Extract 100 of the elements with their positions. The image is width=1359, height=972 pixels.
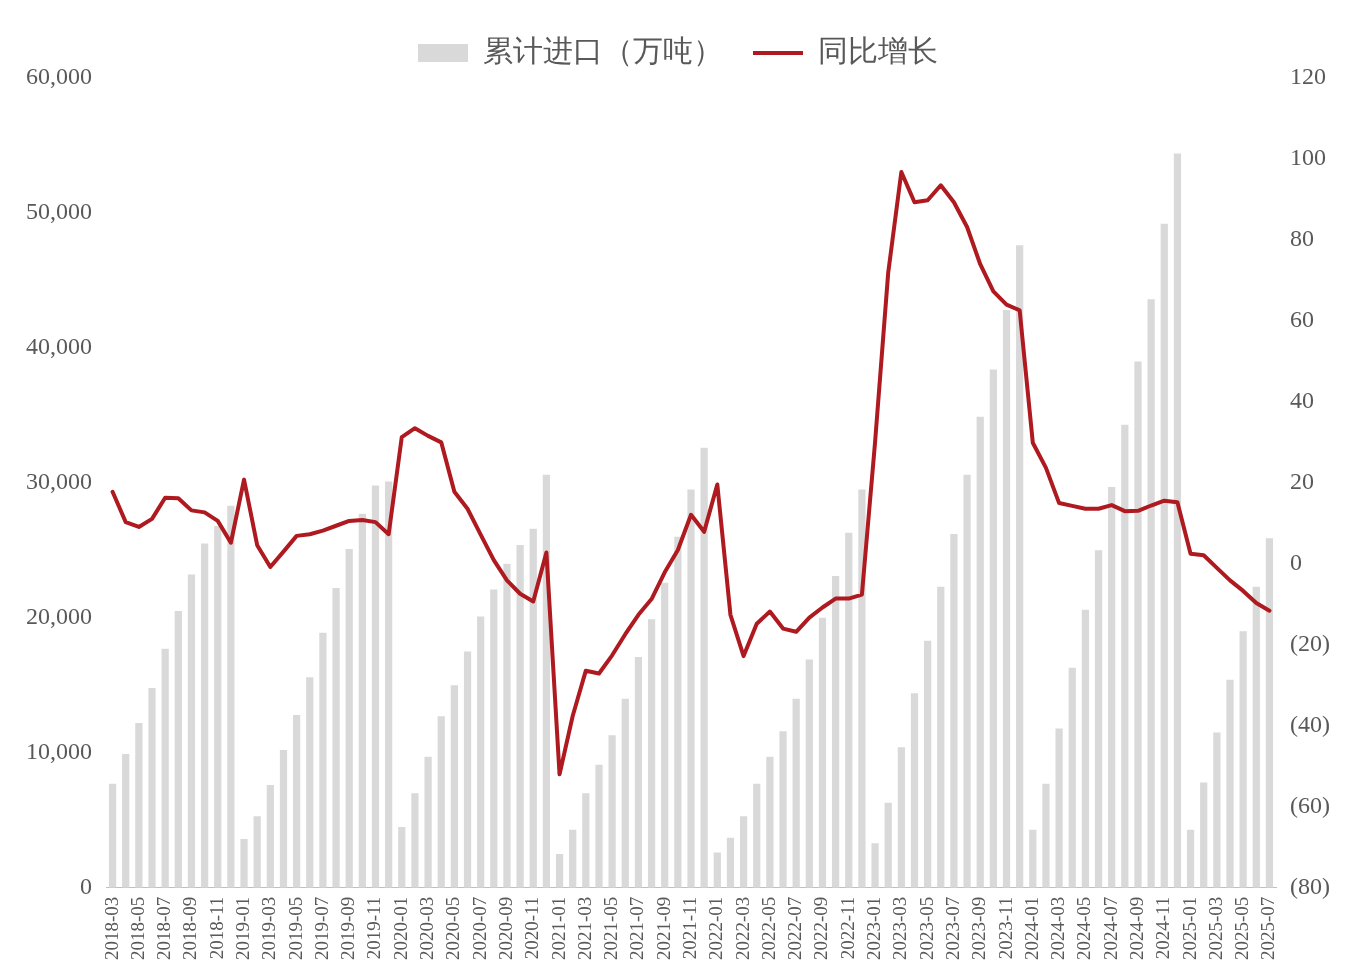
bar: [1147, 299, 1155, 888]
x-tick-label: 2022-09: [810, 896, 832, 960]
x-tick-label: 2023-01: [863, 896, 885, 960]
y2-tick-label: 120: [1290, 63, 1327, 90]
x-tick-label: 2020-11: [521, 896, 543, 960]
bar: [1252, 586, 1260, 888]
x-tick-label: 2025-01: [1178, 896, 1200, 960]
bar: [858, 489, 866, 888]
bar: [1121, 424, 1129, 888]
y2-tick-label: 40: [1290, 387, 1315, 414]
bar: [477, 616, 485, 888]
x-tick-label: 2025-03: [1204, 896, 1226, 960]
x-tick-label: 2024-05: [1073, 896, 1095, 960]
x-tick-label: 2024-03: [1047, 896, 1069, 960]
bar: [187, 574, 196, 888]
x-tick-label: 2022-03: [731, 896, 753, 960]
bar: [989, 369, 997, 888]
bar: [266, 785, 274, 888]
bar: [753, 783, 761, 888]
x-tick-label: 2023-09: [968, 896, 990, 960]
bar: [161, 648, 169, 888]
bar: [135, 723, 143, 888]
x-tick-label: 2018-03: [100, 896, 122, 960]
bar: [319, 632, 327, 888]
bar: [845, 532, 853, 888]
y2-tick-label: 80: [1290, 225, 1315, 252]
x-tick-label: 2018-11: [205, 896, 227, 960]
bar: [200, 543, 209, 888]
bar: [713, 852, 721, 888]
y2-tick-label: 100: [1290, 144, 1327, 171]
bar: [1055, 728, 1063, 888]
bar: [345, 548, 353, 888]
bar: [805, 659, 813, 888]
bar: [279, 750, 288, 888]
bar: [174, 611, 182, 888]
x-tick-label: 2018-09: [179, 896, 201, 960]
x-tick-label: 2022-11: [836, 896, 858, 960]
y2-tick-label: (60): [1290, 792, 1330, 818]
bar: [398, 826, 406, 888]
bar: [621, 698, 629, 888]
bar: [411, 793, 419, 888]
bar: [818, 617, 827, 888]
x-tick-label: 2021-07: [626, 896, 648, 960]
y2-tick-label: 60: [1290, 306, 1315, 333]
bar: [1094, 550, 1103, 888]
bar: [661, 582, 669, 888]
bar: [1134, 361, 1142, 888]
bar: [1042, 783, 1050, 888]
x-tick-label: 2021-09: [652, 896, 674, 960]
bar: [306, 677, 314, 888]
x-tick-label: 2019-05: [284, 896, 306, 960]
bar: [832, 575, 840, 888]
bar: [950, 534, 958, 888]
x-tick-label: 2025-07: [1257, 896, 1279, 960]
x-tick-label: 2022-01: [705, 896, 727, 960]
legend-label: 同比增长: [818, 33, 938, 67]
bar: [687, 489, 695, 888]
bar: [1081, 609, 1090, 888]
bar: [214, 526, 222, 888]
y2-tick-label: 0: [1290, 549, 1303, 576]
x-tick-label: 2023-03: [889, 896, 911, 960]
x-tick-label: 2023-11: [994, 896, 1016, 960]
bar: [463, 651, 472, 888]
bar: [108, 783, 117, 888]
x-tick-label: 2020-05: [442, 896, 464, 960]
x-tick-label: 2021-01: [547, 896, 569, 960]
bar: [385, 481, 393, 888]
x-tick-label: 2018-05: [126, 896, 148, 960]
bar: [437, 716, 445, 888]
bar: [358, 513, 366, 888]
bar: [608, 735, 616, 888]
y2-tick-label: (40): [1290, 711, 1330, 738]
bar: [148, 687, 156, 888]
x-tick-label: 2020-01: [389, 896, 411, 960]
x-tick-label: 2019-01: [232, 896, 254, 960]
x-tick-label: 2021-05: [600, 896, 622, 960]
bar: [1160, 223, 1168, 888]
bar: [1186, 829, 1195, 888]
x-tick-label: 2020-07: [468, 896, 490, 960]
bar: [1029, 829, 1037, 888]
x-tick-label: 2024-01: [1020, 896, 1042, 960]
bar: [253, 816, 261, 888]
bar: [503, 563, 511, 888]
legend-label: 累计进口（万吨）: [483, 33, 723, 67]
bar: [529, 528, 537, 888]
bar: [240, 839, 248, 888]
y-tick-label: 0: [80, 872, 92, 899]
bar: [792, 698, 800, 888]
x-tick-label: 2018-07: [153, 896, 175, 960]
bar: [1016, 245, 1024, 888]
bar: [1068, 667, 1076, 888]
bar: [424, 756, 432, 888]
bar: [766, 756, 774, 888]
bar: [910, 693, 919, 888]
bar: [674, 536, 682, 888]
y-tick-label: 60,000: [26, 63, 92, 90]
bar: [450, 685, 458, 888]
bar: [924, 640, 932, 888]
x-tick-label: 2025-05: [1231, 896, 1253, 960]
x-tick-label: 2021-03: [573, 896, 595, 960]
